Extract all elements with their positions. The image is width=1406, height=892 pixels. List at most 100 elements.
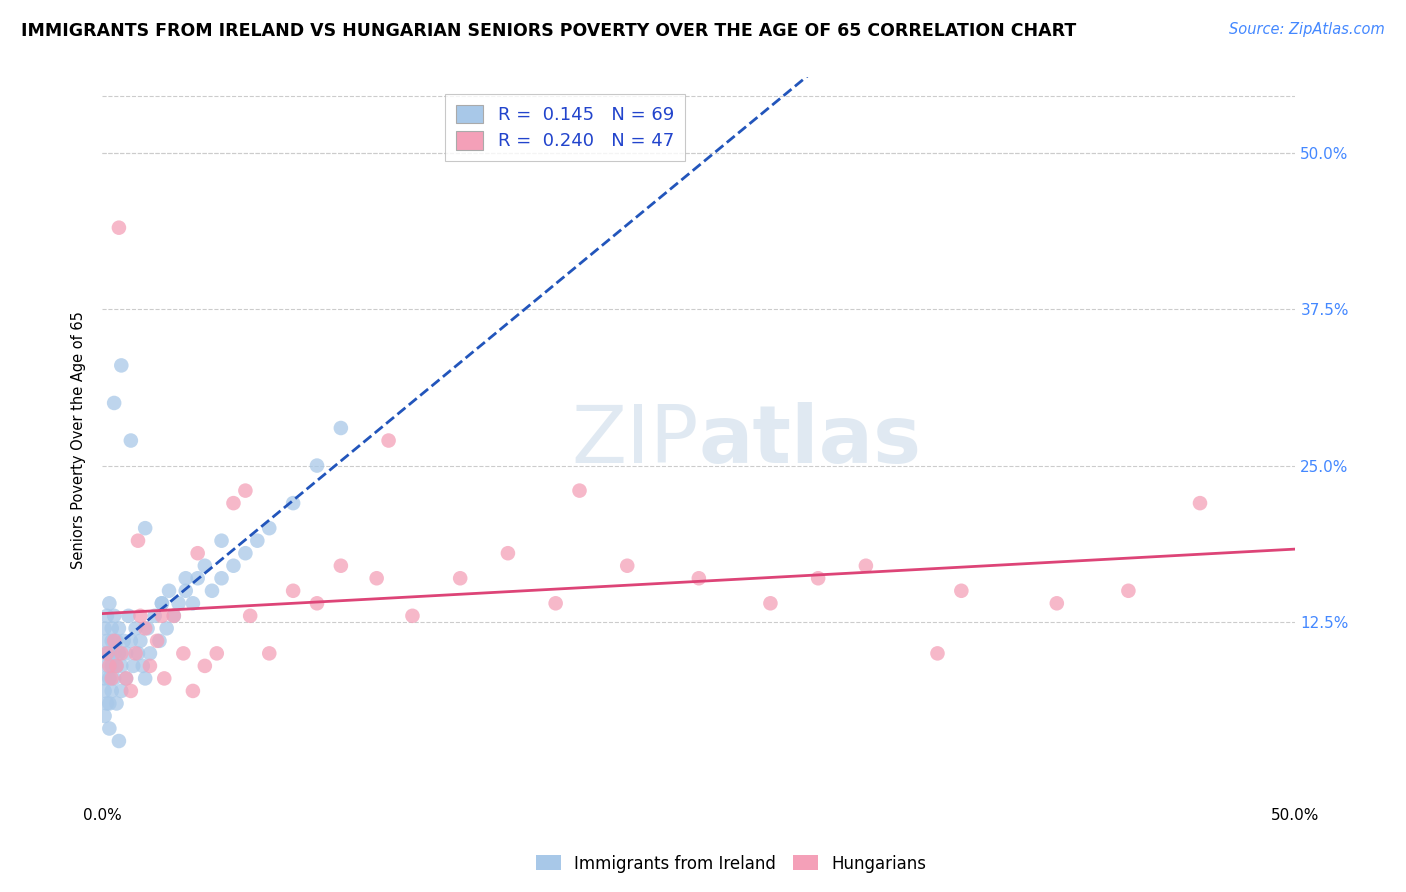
Point xyxy=(124,646,146,660)
Point xyxy=(174,583,197,598)
Point xyxy=(305,458,328,473)
Point xyxy=(401,608,423,623)
Point xyxy=(281,496,304,510)
Point xyxy=(103,646,125,660)
Point xyxy=(950,583,973,598)
Point xyxy=(146,633,169,648)
Point xyxy=(163,608,186,623)
Point xyxy=(96,608,118,623)
Point xyxy=(103,672,125,686)
Point xyxy=(93,621,115,635)
Point xyxy=(98,697,121,711)
Point xyxy=(129,633,152,648)
Point xyxy=(688,571,710,585)
Point xyxy=(1118,583,1140,598)
Point xyxy=(108,220,131,235)
Point xyxy=(134,521,156,535)
Point xyxy=(1188,496,1211,510)
Point xyxy=(98,659,121,673)
Point xyxy=(544,596,567,610)
Point xyxy=(93,672,115,686)
Point xyxy=(98,722,121,736)
Point xyxy=(112,633,135,648)
Point xyxy=(496,546,519,560)
Point xyxy=(93,684,115,698)
Point xyxy=(96,633,118,648)
Point xyxy=(927,646,949,660)
Point xyxy=(205,646,228,660)
Point xyxy=(194,558,217,573)
Point xyxy=(96,646,118,660)
Point xyxy=(163,608,186,623)
Point xyxy=(108,621,131,635)
Point xyxy=(134,621,156,635)
Point xyxy=(150,596,173,610)
Point xyxy=(157,583,180,598)
Point xyxy=(120,684,142,698)
Point xyxy=(211,533,233,548)
Point xyxy=(115,646,138,660)
Point xyxy=(110,684,132,698)
Point xyxy=(124,621,146,635)
Point xyxy=(167,596,190,610)
Point xyxy=(153,672,176,686)
Point xyxy=(100,633,122,648)
Point xyxy=(156,621,179,635)
Point xyxy=(855,558,877,573)
Point xyxy=(366,571,388,585)
Point xyxy=(329,421,352,435)
Point xyxy=(105,697,128,711)
Point xyxy=(139,659,162,673)
Point xyxy=(148,633,170,648)
Text: IMMIGRANTS FROM IRELAND VS HUNGARIAN SENIORS POVERTY OVER THE AGE OF 65 CORRELAT: IMMIGRANTS FROM IRELAND VS HUNGARIAN SEN… xyxy=(21,22,1077,40)
Point xyxy=(187,546,209,560)
Point xyxy=(105,659,128,673)
Point xyxy=(110,659,132,673)
Point xyxy=(98,596,121,610)
Point xyxy=(239,608,262,623)
Text: Source: ZipAtlas.com: Source: ZipAtlas.com xyxy=(1229,22,1385,37)
Point xyxy=(103,608,125,623)
Point xyxy=(329,558,352,573)
Point xyxy=(129,608,152,623)
Point xyxy=(98,646,121,660)
Point xyxy=(100,672,122,686)
Point xyxy=(172,646,194,660)
Point xyxy=(281,583,304,598)
Point xyxy=(377,434,399,448)
Point xyxy=(105,633,128,648)
Point xyxy=(96,659,118,673)
Point xyxy=(103,633,125,648)
Point xyxy=(132,659,155,673)
Point xyxy=(127,646,149,660)
Point xyxy=(93,646,115,660)
Point xyxy=(235,546,257,560)
Point xyxy=(201,583,224,598)
Point xyxy=(100,621,122,635)
Point xyxy=(181,596,204,610)
Point xyxy=(259,646,281,660)
Point xyxy=(115,672,138,686)
Point xyxy=(103,396,125,410)
Point xyxy=(110,646,132,660)
Point xyxy=(100,684,122,698)
Point xyxy=(222,496,245,510)
Text: atlas: atlas xyxy=(699,401,922,480)
Point xyxy=(115,672,138,686)
Point xyxy=(127,533,149,548)
Point xyxy=(139,646,162,660)
Point xyxy=(143,608,166,623)
Point xyxy=(93,709,115,723)
Text: ZIP: ZIP xyxy=(571,401,699,480)
Point xyxy=(134,672,156,686)
Point xyxy=(259,521,281,535)
Point xyxy=(110,359,132,373)
Point xyxy=(759,596,782,610)
Point xyxy=(150,608,173,623)
Point xyxy=(108,734,131,748)
Point xyxy=(122,659,145,673)
Point xyxy=(108,646,131,660)
Point xyxy=(98,672,121,686)
Legend: Immigrants from Ireland, Hungarians: Immigrants from Ireland, Hungarians xyxy=(529,848,934,880)
Point xyxy=(100,659,122,673)
